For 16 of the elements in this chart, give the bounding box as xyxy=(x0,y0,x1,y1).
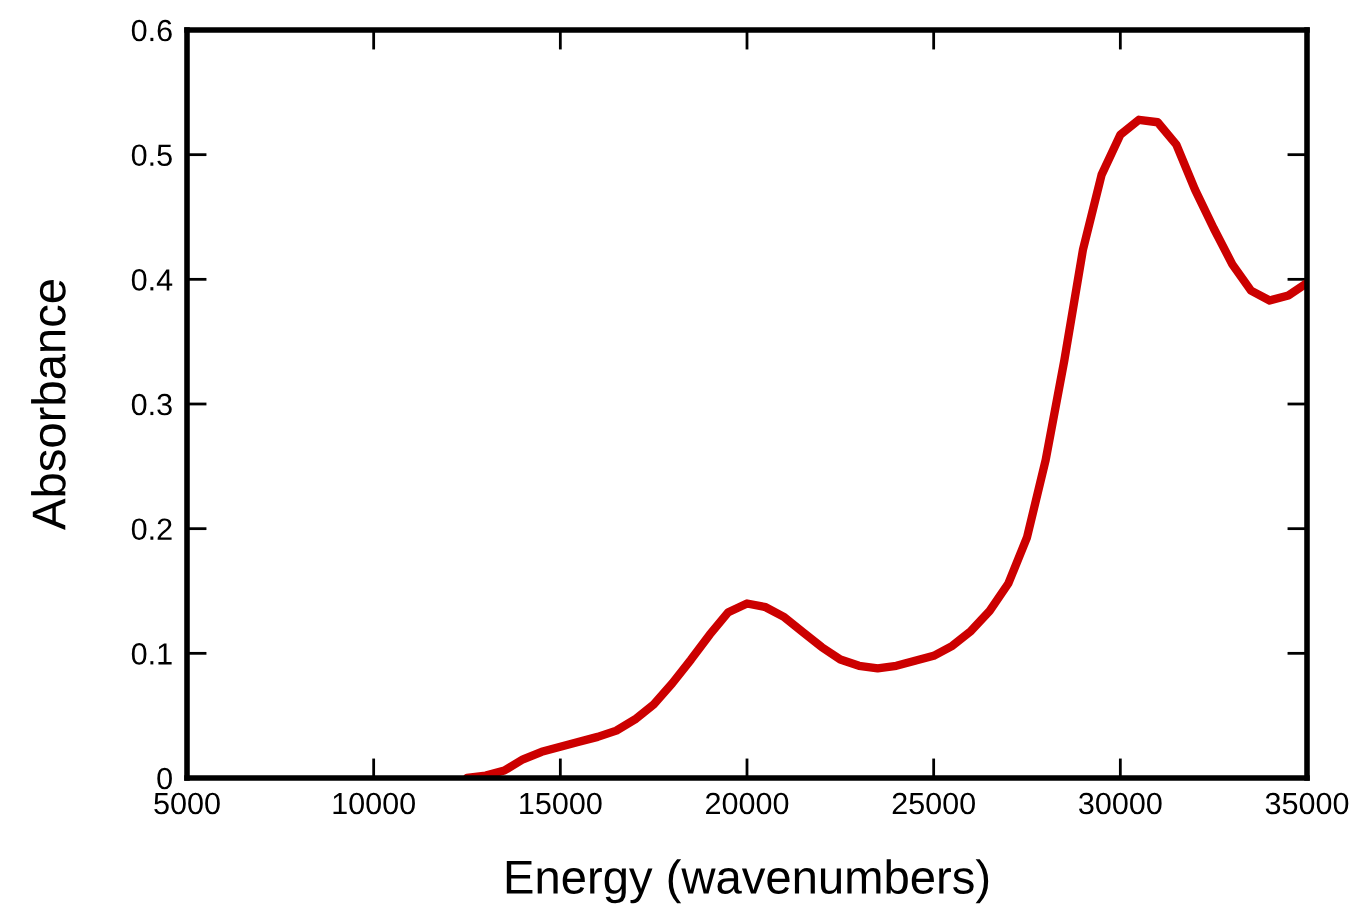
y-tick-label: 0.3 xyxy=(131,393,172,416)
y-tick-label: 0 xyxy=(157,767,172,790)
x-tick-label: 25000 xyxy=(892,792,975,815)
x-tick-label: 10000 xyxy=(333,792,415,815)
y-tick-label: 0.6 xyxy=(131,19,172,42)
y-tick-label: 0.2 xyxy=(131,518,172,541)
x-tick-label: 35000 xyxy=(1265,792,1349,815)
y-axis-title: Absorbance xyxy=(31,280,66,530)
y-tick-label: 0.4 xyxy=(131,269,173,291)
x-tick-label: 15000 xyxy=(520,792,602,815)
x-axis-title: Energy (wavenumbers) xyxy=(506,859,989,904)
x-tick-label: 20000 xyxy=(706,792,789,815)
x-tick-label: 30000 xyxy=(1079,792,1162,815)
y-tick-label: 0.1 xyxy=(131,643,172,665)
y-tick-label: 0.5 xyxy=(131,144,172,167)
x-tick-label: 5000 xyxy=(154,792,220,815)
